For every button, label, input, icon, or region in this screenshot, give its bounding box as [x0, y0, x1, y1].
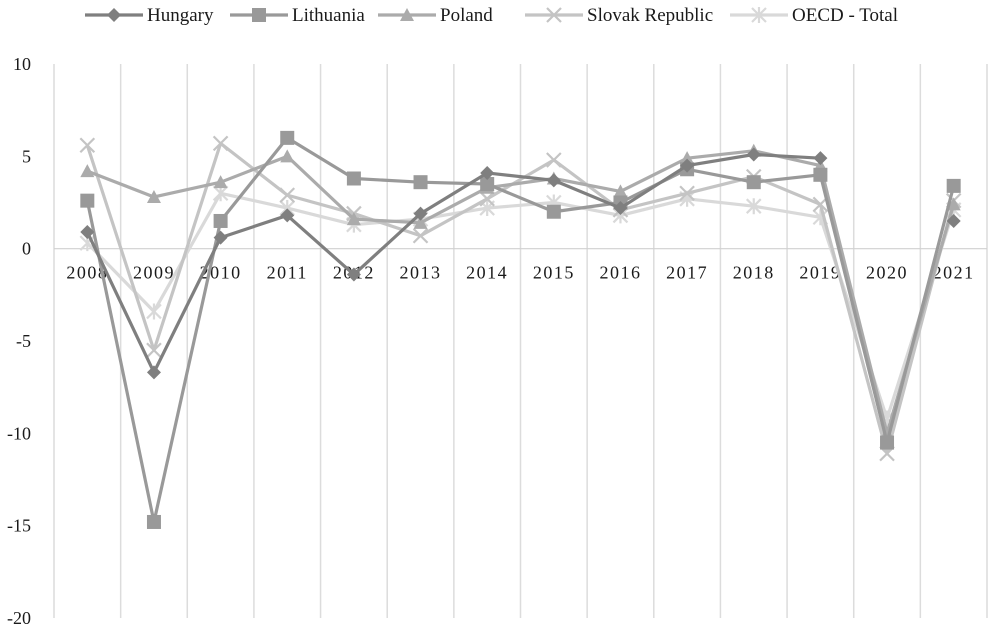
x-tick-label: 2016	[599, 263, 641, 283]
data-point	[546, 173, 561, 188]
data-point	[880, 435, 895, 450]
x-tick-label: 2009	[133, 263, 175, 283]
x-axis-tick-labels: 2008200920102011201220132014201520162017…	[66, 263, 975, 283]
legend-item: Slovak Republic	[525, 5, 713, 26]
data-point	[212, 135, 229, 152]
data-point	[480, 165, 495, 180]
x-tick-label: 2019	[799, 263, 841, 283]
x-tick-label: 2020	[866, 263, 908, 283]
series-line	[86, 191, 956, 421]
data-point	[546, 204, 561, 219]
legend-label: OECD - Total	[792, 5, 898, 26]
legend-label: Poland	[440, 5, 493, 26]
y-axis-tick-labels: 10 5 0 -5 -10 -15 -20	[7, 54, 31, 628]
data-point	[280, 130, 295, 145]
legend-swatch-marker	[546, 7, 562, 23]
series-layer	[79, 130, 962, 529]
data-point	[213, 213, 228, 228]
legend-item: Poland	[378, 5, 493, 26]
x-tick-label: 2013	[400, 263, 442, 283]
data-point	[946, 213, 961, 228]
x-tick-label: 2021	[933, 263, 975, 283]
series-hungary	[80, 147, 961, 380]
legend-item: Lithuania	[230, 5, 365, 26]
vertical-gridlines	[53, 64, 988, 618]
data-point	[613, 201, 628, 216]
data-point	[413, 206, 428, 221]
y-tick-label: -5	[16, 331, 31, 351]
data-point	[679, 185, 695, 202]
y-tick-label: -20	[7, 608, 31, 628]
legend-swatch-marker	[751, 7, 767, 23]
series-line	[85, 141, 956, 456]
legend-label: Hungary	[147, 5, 214, 26]
legend: Hungary Lithuania Poland Slovak Republic OEC…	[85, 5, 898, 26]
data-point	[107, 8, 121, 22]
x-tick-label: 2014	[466, 263, 508, 283]
data-point	[80, 164, 95, 178]
data-point	[480, 177, 495, 192]
data-point	[413, 175, 428, 190]
data-point	[946, 197, 961, 211]
x-tick-label: 2018	[733, 263, 775, 283]
data-point	[213, 175, 228, 189]
data-point	[613, 184, 628, 198]
data-point	[213, 230, 228, 245]
x-tick-label: 2008	[66, 263, 108, 283]
data-point	[746, 175, 761, 190]
data-point	[80, 225, 95, 240]
data-point	[751, 7, 767, 23]
data-point	[146, 514, 161, 529]
y-tick-label: 0	[22, 239, 31, 259]
data-point	[80, 193, 95, 208]
data-point	[745, 198, 762, 215]
legend-swatch-marker	[252, 8, 266, 22]
data-point	[146, 342, 162, 359]
y-tick-label: -15	[7, 516, 31, 536]
legend-swatch-marker	[107, 8, 121, 22]
y-tick-label: -10	[7, 423, 31, 443]
legend-label: Lithuania	[292, 5, 365, 26]
data-point	[146, 189, 161, 203]
data-point	[252, 8, 266, 22]
data-point	[412, 227, 429, 244]
data-point	[280, 208, 295, 223]
data-point	[400, 8, 414, 21]
legend-item: Hungary	[85, 5, 214, 26]
data-point	[346, 267, 361, 282]
data-point	[413, 215, 428, 229]
data-point	[680, 158, 695, 173]
legend-item: OECD - Total	[730, 5, 898, 26]
data-point	[680, 151, 695, 165]
data-point	[279, 187, 296, 203]
series-line	[85, 152, 821, 374]
series-line	[85, 136, 956, 524]
data-point	[746, 147, 761, 162]
legend-swatch-marker	[400, 8, 414, 21]
data-point	[813, 151, 828, 166]
data-point	[346, 171, 361, 186]
data-point	[546, 152, 562, 168]
data-point	[280, 149, 295, 163]
data-point	[479, 191, 495, 207]
x-tick-label: 2015	[533, 263, 575, 283]
series-lithuania	[80, 130, 961, 529]
data-point	[346, 212, 361, 226]
data-point	[146, 303, 162, 320]
x-tick-label: 2011	[267, 263, 308, 283]
series-line	[86, 149, 956, 435]
data-point	[146, 365, 161, 380]
data-point	[79, 137, 96, 154]
y-tick-label: 10	[13, 54, 31, 74]
data-point	[546, 7, 562, 23]
legend-label: Slovak Republic	[587, 5, 713, 26]
data-point	[813, 167, 828, 182]
y-tick-label: 5	[22, 146, 31, 166]
x-tick-label: 2017	[666, 263, 708, 283]
data-point	[946, 178, 961, 193]
